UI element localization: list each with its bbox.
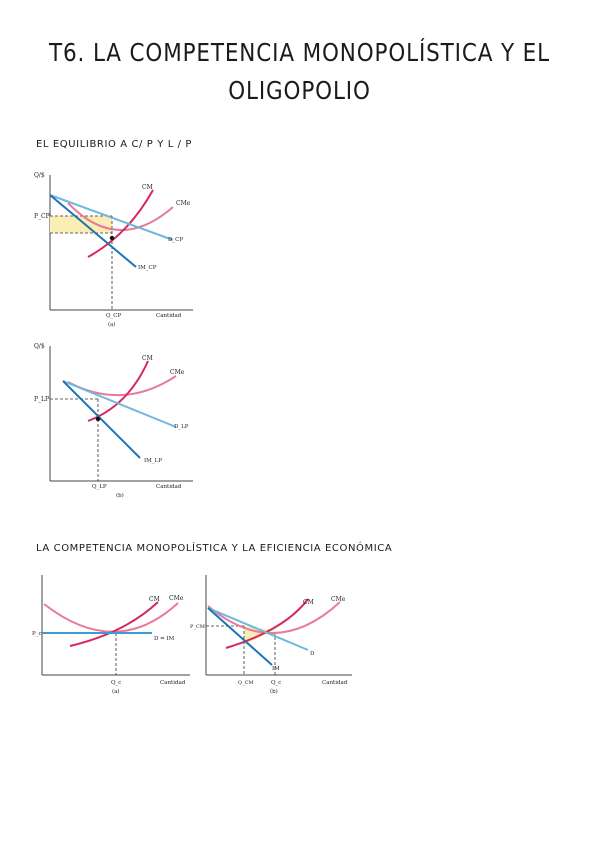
figure-long-run-equilibrium: Q/$ P_LP CM CMe D_LP IM_LP Q_LP Cantidad… xyxy=(34,343,193,499)
cm-curve xyxy=(225,598,309,649)
curve-label-marginal-revenue: IM_CP xyxy=(138,265,157,271)
curve-label-cm: CM xyxy=(149,596,160,603)
quantity-label-cm: Q_CM xyxy=(238,680,254,686)
page-title-line-2: OLIGOPOLIO xyxy=(228,76,371,105)
cm-curve xyxy=(69,601,159,647)
demand-curve xyxy=(207,607,309,651)
cme-curve xyxy=(43,602,179,633)
x-axis-label: Cantidad xyxy=(322,680,348,686)
x-axis-label: Cantidad xyxy=(156,313,182,319)
figure-short-run-equilibrium: Q/$ P_CP CM CMe D_CP IM_CP Q_CP Cantidad… xyxy=(34,172,193,328)
price-label: P_c xyxy=(32,631,42,637)
curve-label-demand: D xyxy=(310,651,315,657)
price-label: P_CM xyxy=(190,624,205,630)
marginal-revenue-curve xyxy=(62,380,141,459)
y-axis-label: Q/$ xyxy=(34,343,45,350)
x-axis-label: Cantidad xyxy=(160,680,186,686)
cme-curve xyxy=(67,202,174,231)
curve-label-demand: D_LP xyxy=(174,424,189,430)
curve-label-marginal-revenue: IM xyxy=(272,666,280,672)
x-axis-label: Cantidad xyxy=(156,484,182,490)
figure-efficiency-monopolistic-competition: P_CM CM CMe D IM Q_CM Q_c Cantidad (b) xyxy=(190,575,352,695)
panel-label: (b) xyxy=(270,688,278,695)
quantity-label-c: Q_c xyxy=(271,680,281,686)
curve-label-demand: D_CP xyxy=(168,237,183,243)
cm-curve xyxy=(87,360,149,422)
figure-efficiency-perfect-competition: P_c CM CMe D = IM Q_c Cantidad (a) xyxy=(32,575,190,695)
curve-label-cm: CM xyxy=(303,599,314,606)
curve-label-cme: CMe xyxy=(169,595,184,602)
demand-curve xyxy=(62,380,177,428)
curve-label-cme: CMe xyxy=(331,596,346,603)
price-label: P_LP xyxy=(34,396,49,403)
profit-area xyxy=(50,216,112,233)
panel-label: (b) xyxy=(116,492,124,499)
panel-label: (a) xyxy=(108,321,116,328)
cme-curve xyxy=(67,375,177,397)
panel-label: (a) xyxy=(112,688,120,695)
marginal-revenue-curve xyxy=(207,607,273,666)
cme-curve xyxy=(207,601,341,634)
section-heading-equilibrium: EL EQUILIBRIO A C/ P Y L / P xyxy=(36,139,193,150)
equilibrium-point xyxy=(95,416,101,422)
curve-label-marginal-revenue: IM_LP xyxy=(144,458,162,464)
price-label: P_CP xyxy=(34,213,50,220)
section-heading-efficiency: LA COMPETENCIA MONOPOLÍSTICA Y LA EFICIE… xyxy=(36,543,393,554)
quantity-label: Q_CP xyxy=(106,313,121,319)
demand-curve xyxy=(49,194,174,241)
cm-curve xyxy=(87,189,154,258)
curve-label-demand: D = IM xyxy=(154,636,175,642)
page-title-line-1: T6. LA COMPETENCIA MONOPOLÍSTICA Y EL xyxy=(49,38,550,67)
curve-label-cm: CM xyxy=(142,184,153,191)
marginal-revenue-curve xyxy=(49,194,137,268)
curve-label-cm: CM xyxy=(142,355,153,362)
equilibrium-point xyxy=(109,235,115,241)
y-axis-label: Q/$ xyxy=(34,172,45,179)
curve-label-cme: CMe xyxy=(170,369,185,376)
quantity-label: Q_c xyxy=(111,680,121,686)
curve-label-cme: CMe xyxy=(176,200,191,207)
quantity-label: Q_LP xyxy=(92,484,107,490)
